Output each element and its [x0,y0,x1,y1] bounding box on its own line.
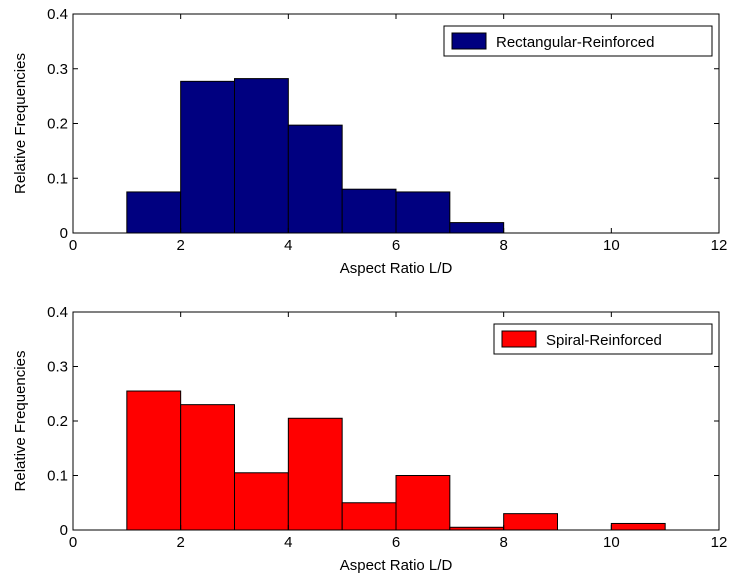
histogram-bar [234,472,289,531]
legend-box [443,25,713,57]
x-tick-label: 10 [603,237,620,254]
histogram-bar [180,80,236,234]
x-axis-label: Aspect Ratio L/D [340,260,453,277]
legend-swatch [451,32,487,50]
x-tick-label: 2 [176,237,184,254]
x-tick-label: 8 [499,237,507,254]
y-tick-label: 0.4 [47,304,68,321]
x-tick-label: 6 [392,534,400,551]
legend-label: Spiral-Reinforced [546,332,662,349]
x-tick-label: 2 [176,534,184,551]
y-axis-label: Relative Frequencies [12,53,29,194]
y-tick-label: 0.1 [47,170,68,187]
x-tick-label: 6 [392,237,400,254]
x-tick-label: 4 [284,534,292,551]
y-tick-label: 0.1 [47,468,68,485]
y-tick-label: 0.3 [47,61,68,78]
y-tick-label: 0.2 [47,413,68,430]
histogram-bar [395,475,451,531]
y-tick-label: 0 [60,225,68,242]
x-tick-label: 4 [284,237,292,254]
x-tick-label: 12 [711,534,728,551]
y-tick-label: 0.3 [47,359,68,376]
spiral-histogram-panel: 0 2 4 6 8 10 12 0 0.1 0.2 0.3 0.4 Aspect Ratio L/D Re… [12,304,727,574]
histogram-bar [449,222,505,234]
x-tick-label: 12 [711,237,728,254]
histogram-bar [503,513,558,531]
histogram-bar [126,191,182,234]
rectangular-histogram-panel: 0 2 4 6 8 10 12 0 0.1 0.2 0.3 0.4 Aspect Ratio L/D Re… [12,6,727,277]
x-tick-label: 0 [69,237,77,254]
histogram-bar [287,417,343,531]
histogram-bar [341,502,397,531]
x-tick-label: 10 [603,534,620,551]
histogram-bar [395,191,451,234]
x-axis-label: Aspect Ratio L/D [340,557,453,574]
y-tick-label: 0 [60,522,68,539]
histogram-bar [180,404,236,531]
histogram-bar [287,124,343,234]
x-tick-label: 0 [69,534,77,551]
x-tick-label: 8 [499,534,507,551]
legend-label: Rectangular-Reinforced [496,34,654,51]
histogram-bar [610,522,666,531]
histogram-bar [341,188,397,234]
y-axis-label: Relative Frequencies [12,351,29,492]
histogram-bar [234,78,289,234]
histogram-bar [126,390,182,531]
y-tick-label: 0.2 [47,116,68,133]
y-tick-label: 0.4 [47,6,68,23]
legend-swatch [501,330,537,348]
